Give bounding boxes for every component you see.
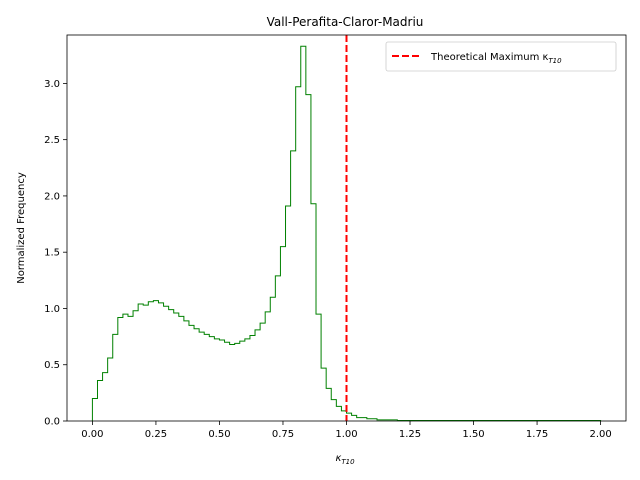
y-tick-label: 3.0	[44, 79, 60, 90]
y-tick-label: 2.0	[44, 191, 60, 202]
legend-label: Theoretical Maximum κT10	[430, 52, 562, 65]
x-axis-label-subscript: T10	[341, 458, 355, 466]
x-tick-label: 1.75	[526, 429, 548, 440]
x-tick-label: 1.25	[399, 429, 421, 440]
x-tick-label: 2.00	[589, 429, 611, 440]
x-tick-label: 0.25	[145, 429, 167, 440]
x-tick-label: 0.50	[208, 429, 230, 440]
axes-frame	[66, 34, 627, 422]
x-axis-ticks: 0.00 0.25 0.50 0.75 1.00 1.25 1.50 1.75 2.00	[81, 421, 612, 440]
histogram-step-line	[91, 45, 602, 421]
y-axis-label: Normalized Frequency	[16, 172, 27, 284]
y-axis-ticks: 0.0 0.5 1.0 1.5 2.0 2.5 3.0	[44, 79, 67, 428]
x-tick-label: 0.00	[81, 429, 103, 440]
y-tick-label: 0.0	[44, 417, 60, 428]
legend-label-main: Theoretical Maximum κ	[430, 52, 548, 63]
chart-title: Vall-Perafita-Claror-Madriu	[267, 15, 424, 29]
y-tick-label: 0.5	[44, 360, 60, 371]
plot-area	[91, 35, 602, 421]
legend: Theoretical Maximum κT10	[385, 41, 617, 72]
y-tick-label: 2.5	[44, 135, 60, 146]
x-tick-label: 0.75	[272, 429, 294, 440]
x-axis-label-main: κ	[335, 453, 341, 464]
y-tick-label: 1.0	[44, 304, 60, 315]
legend-label-subscript: T10	[548, 57, 562, 65]
x-axis-label: κT10	[335, 453, 355, 466]
legend-box	[385, 41, 617, 72]
x-tick-label: 1.00	[335, 429, 357, 440]
y-tick-label: 1.5	[44, 248, 60, 259]
x-tick-label: 1.50	[462, 429, 484, 440]
